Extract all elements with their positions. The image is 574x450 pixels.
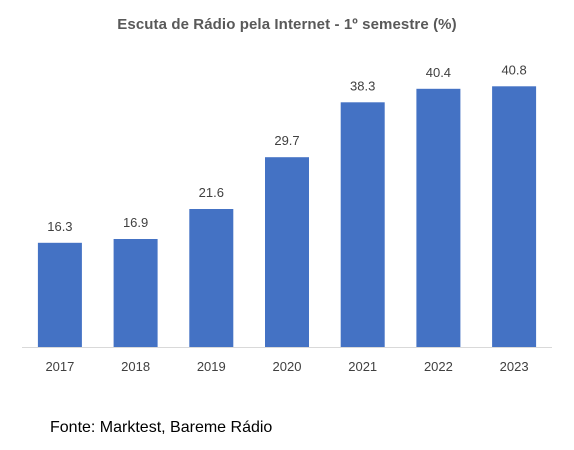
bar-2017 [37, 242, 82, 347]
x-tick-label-2023: 2023 [500, 359, 529, 374]
x-tick-label-2021: 2021 [348, 359, 377, 374]
bar-2018 [113, 239, 158, 347]
x-tick-label-2018: 2018 [121, 359, 150, 374]
bar-2021 [340, 102, 385, 347]
bar-2019 [189, 209, 234, 347]
data-label-2018: 16.9 [123, 215, 148, 230]
chart-title: Escuta de Rádio pela Internet - 1º semes… [117, 16, 457, 33]
x-tick-label-2017: 2017 [45, 359, 74, 374]
data-label-2017: 16.3 [47, 219, 72, 234]
source-note: Fonte: Marktest, Bareme Rádio [50, 419, 273, 436]
x-tick-label-2019: 2019 [197, 359, 226, 374]
data-label-2019: 21.6 [199, 185, 224, 200]
x-tick-label-2020: 2020 [273, 359, 302, 374]
data-label-2021: 38.3 [350, 78, 375, 93]
data-label-2020: 29.7 [274, 133, 299, 148]
bar-2023 [492, 86, 537, 348]
bar-2020 [265, 157, 309, 347]
data-label-2022: 40.4 [426, 65, 451, 80]
x-tick-label-2022: 2022 [424, 359, 453, 374]
bar-2022 [416, 88, 461, 348]
data-label-2023: 40.8 [501, 62, 526, 77]
